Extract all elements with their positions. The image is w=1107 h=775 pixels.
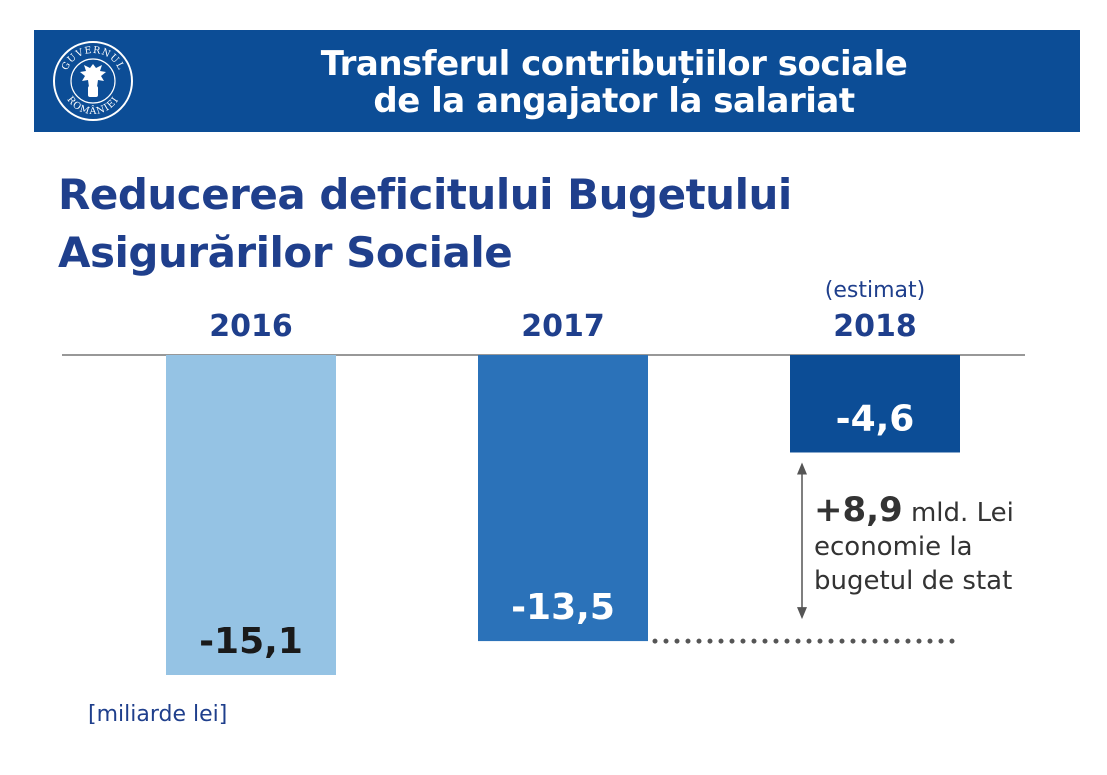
savings-unit: mld. Lei <box>910 498 1014 528</box>
chart-heading-line2: Asigurărilor Sociale <box>58 228 513 277</box>
data-label-2016: -15,1 <box>199 621 303 662</box>
category-label-2016: 2016 <box>209 309 293 344</box>
savings-line1: +8,9 mld. Lei <box>814 493 1014 530</box>
arrow-down-icon <box>797 607 807 620</box>
units-label: [miliarde lei] <box>88 702 228 727</box>
bar-2017 <box>478 355 648 642</box>
data-label-2017: -13,5 <box>511 587 615 628</box>
savings-line2: economie la <box>814 532 973 562</box>
header-title: Transferul contribuțiilor sociale de la … <box>164 46 1064 120</box>
savings-value: +8,9 <box>814 490 903 530</box>
savings-annotation: +8,9 mld. Lei economie la bugetul de sta… <box>814 493 1014 598</box>
bar-2018 <box>790 355 960 453</box>
chart-heading-line1: Reducerea deficitului Bugetului <box>58 170 792 219</box>
arrow-up-icon <box>797 462 807 475</box>
chart-heading: Reducerea deficitului Bugetului Asigurăr… <box>58 166 792 282</box>
data-label-2018: -4,6 <box>836 398 915 439</box>
header-banner: GUVERNUL ROMÂNIEI Transferul contribuții… <box>34 30 1080 132</box>
savings-line3: bugetul de stat <box>814 566 1013 596</box>
header-title-line1: Transferul contribuțiilor sociale <box>320 44 908 84</box>
category-label-2018: 2018 <box>833 309 917 344</box>
coat-of-arms-icon <box>80 64 106 97</box>
category-label-2017: 2017 <box>521 309 605 344</box>
logo: GUVERNUL ROMÂNIEI <box>53 41 133 121</box>
header-title-line2: de la angajator la salariat <box>373 81 855 121</box>
category-note-2018: (estimat) <box>825 278 925 303</box>
bar-2016 <box>166 355 336 675</box>
